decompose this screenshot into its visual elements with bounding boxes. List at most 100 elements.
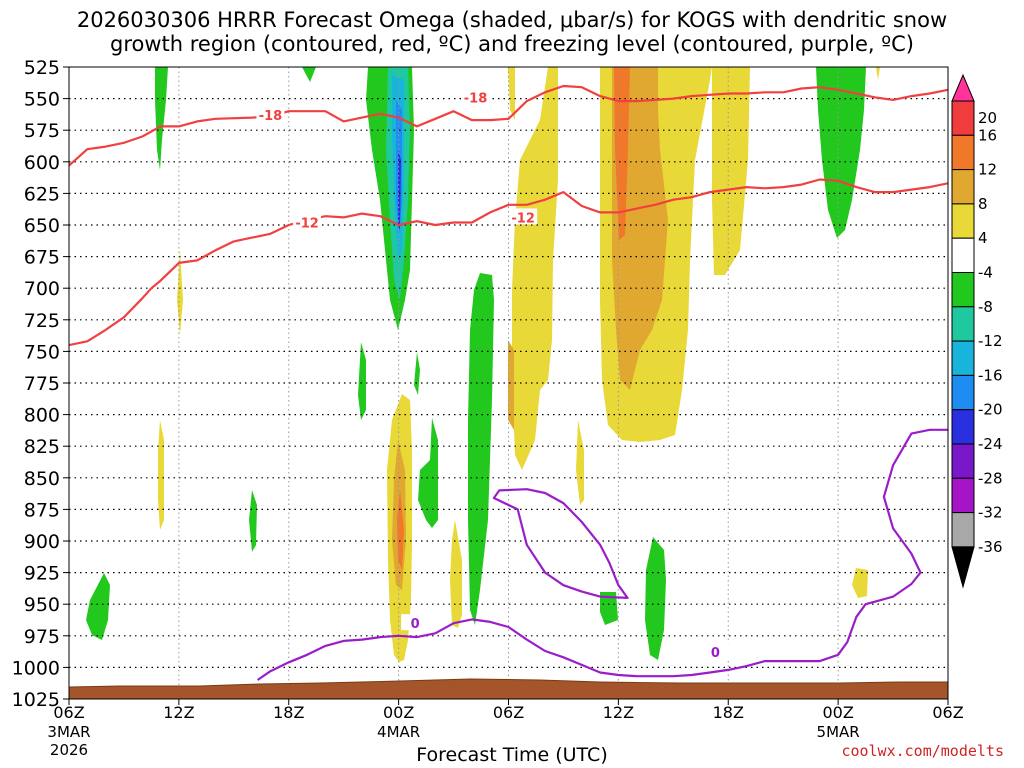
y-tick-label: 950 xyxy=(24,594,60,616)
y-tick-label: 975 xyxy=(24,626,60,648)
y-tick-label: 875 xyxy=(24,499,60,521)
y-tick-label: 700 xyxy=(24,278,60,300)
omega-region-descent-5 xyxy=(645,537,666,660)
x-tick-label: 18Z xyxy=(713,703,744,722)
contour-label-bg xyxy=(401,614,430,631)
omega-region-descent-16 xyxy=(398,150,401,230)
omega-region-ascent-7 xyxy=(158,420,164,530)
colorbar-swatch xyxy=(951,169,975,205)
chart-title-line-2: growth region (contoured, red, ºC) and f… xyxy=(110,32,914,56)
x-tick-label: 12Z xyxy=(603,703,634,722)
y-tick-label: 725 xyxy=(24,310,60,332)
x-tick-label: 06Z xyxy=(932,703,963,722)
colorbar-label: 12 xyxy=(978,161,997,179)
colorbar-swatch xyxy=(951,443,975,479)
colorbar-swatch xyxy=(951,134,975,171)
omega-region-descent-8 xyxy=(155,67,168,170)
omega-region-ascent-9 xyxy=(576,420,584,505)
contour-label: -12 xyxy=(511,211,535,226)
contour-freezing-level-0-loop- xyxy=(492,488,629,600)
colorbar-label: -32 xyxy=(978,504,1003,522)
omega-region-ascent-4 xyxy=(508,67,515,120)
omega-region-ascent-10 xyxy=(852,568,868,598)
omega-region-descent-4 xyxy=(418,418,438,528)
colorbar-swatch xyxy=(951,306,975,342)
y-tick-label: 900 xyxy=(24,531,60,553)
y-tick-label: 675 xyxy=(24,247,60,269)
colorbar-swatch xyxy=(951,374,975,411)
y-tick-label: 825 xyxy=(24,436,60,458)
x-tick-label: 18Z xyxy=(273,703,304,722)
contour-label: -18 xyxy=(259,109,283,124)
colorbar-top-arrow xyxy=(951,73,975,102)
omega-region-descent-6 xyxy=(600,592,618,625)
y-tick-label: 550 xyxy=(24,89,60,111)
omega-region-descent-2 xyxy=(816,67,866,238)
colorbar-label: 4 xyxy=(978,229,988,247)
colorbar-label: 8 xyxy=(978,195,988,213)
y-tick-label: 650 xyxy=(24,215,60,237)
colorbar-label: 20 xyxy=(978,109,997,127)
colorbar-swatch xyxy=(951,100,975,136)
colorbar-label: 16 xyxy=(978,126,997,144)
colorbar-label: -20 xyxy=(978,401,1003,419)
x-tick-label: 00Z xyxy=(383,703,414,722)
omega-region-ascent-11 xyxy=(876,67,880,80)
colorbar-label: -4 xyxy=(978,264,993,282)
colorbar-label: -24 xyxy=(978,435,1003,453)
contour-labels: -18 -18 -12 -12 0 0 xyxy=(256,88,730,661)
x-tick-year: 2026 xyxy=(50,741,88,759)
omega-shading xyxy=(86,67,880,662)
plot-frame xyxy=(68,66,949,700)
omega-region-descent-12 xyxy=(302,67,316,82)
colorbar-label: -16 xyxy=(978,366,1003,384)
ground-surface xyxy=(69,678,948,699)
x-tick-label: 06Z xyxy=(53,703,84,722)
omega-region-descent-7 xyxy=(86,573,110,640)
x-tick-label: 06Z xyxy=(493,703,524,722)
contour-freezing-level-0 xyxy=(256,428,948,681)
colorbar-label: -12 xyxy=(978,332,1003,350)
omega-region-descent-11 xyxy=(414,352,420,395)
contour-label: 0 xyxy=(711,646,720,661)
y-tick-label: 850 xyxy=(24,468,60,490)
omega-region-ascent-2 xyxy=(712,67,750,275)
colorbar-swatch xyxy=(951,340,975,376)
y-tick-label: 925 xyxy=(24,563,60,585)
y-tick-label: 800 xyxy=(24,405,60,427)
contour-label-bg xyxy=(509,208,538,225)
x-tick-label: 12Z xyxy=(163,703,194,722)
contour-label-bg xyxy=(293,213,322,230)
contour-label: -12 xyxy=(295,216,319,231)
contour-lines xyxy=(69,84,948,681)
colorbar-label: -28 xyxy=(978,469,1003,487)
y-tick-label: 750 xyxy=(24,341,60,363)
contour-label: 0 xyxy=(411,617,420,632)
y-axis-tick-labels: 525 550 575 600 625 650 675 700 725 750 775 800 825 8… xyxy=(12,57,60,711)
contour-label-bg xyxy=(701,643,730,660)
contour-dendritic-18 xyxy=(69,84,948,167)
y-tick-label: 625 xyxy=(24,183,60,205)
colorbar-swatch xyxy=(951,272,975,308)
y-tick-label: 1000 xyxy=(12,657,60,679)
y-tick-label: 525 xyxy=(24,57,60,79)
x-tick-label: 00Z xyxy=(822,703,853,722)
colorbar-swatch xyxy=(951,512,975,548)
grid-lines xyxy=(63,66,949,705)
contour-label: -18 xyxy=(464,91,488,106)
colorbar-swatch xyxy=(951,203,975,239)
colorbar-bottom-arrow xyxy=(951,546,975,589)
omega-region-ascent-3 xyxy=(512,67,558,470)
contour-dendritic-12 xyxy=(69,178,948,347)
credit-text: coolwx.com/modelts xyxy=(841,742,1004,760)
colorbar-label: -36 xyxy=(978,538,1003,556)
y-tick-label: 575 xyxy=(24,120,60,142)
omega-region-ascent-8 xyxy=(177,250,183,335)
y-tick-label: 1025 xyxy=(12,689,60,711)
chart-title-line-1: 2026030306 HRRR Forecast Omega (shaded, … xyxy=(76,8,948,32)
x-tick-date: 5MAR xyxy=(817,723,860,741)
omega-region-ascent-16 xyxy=(508,340,514,430)
